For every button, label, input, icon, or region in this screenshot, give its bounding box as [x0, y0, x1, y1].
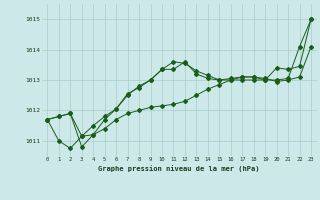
- X-axis label: Graphe pression niveau de la mer (hPa): Graphe pression niveau de la mer (hPa): [99, 165, 260, 172]
